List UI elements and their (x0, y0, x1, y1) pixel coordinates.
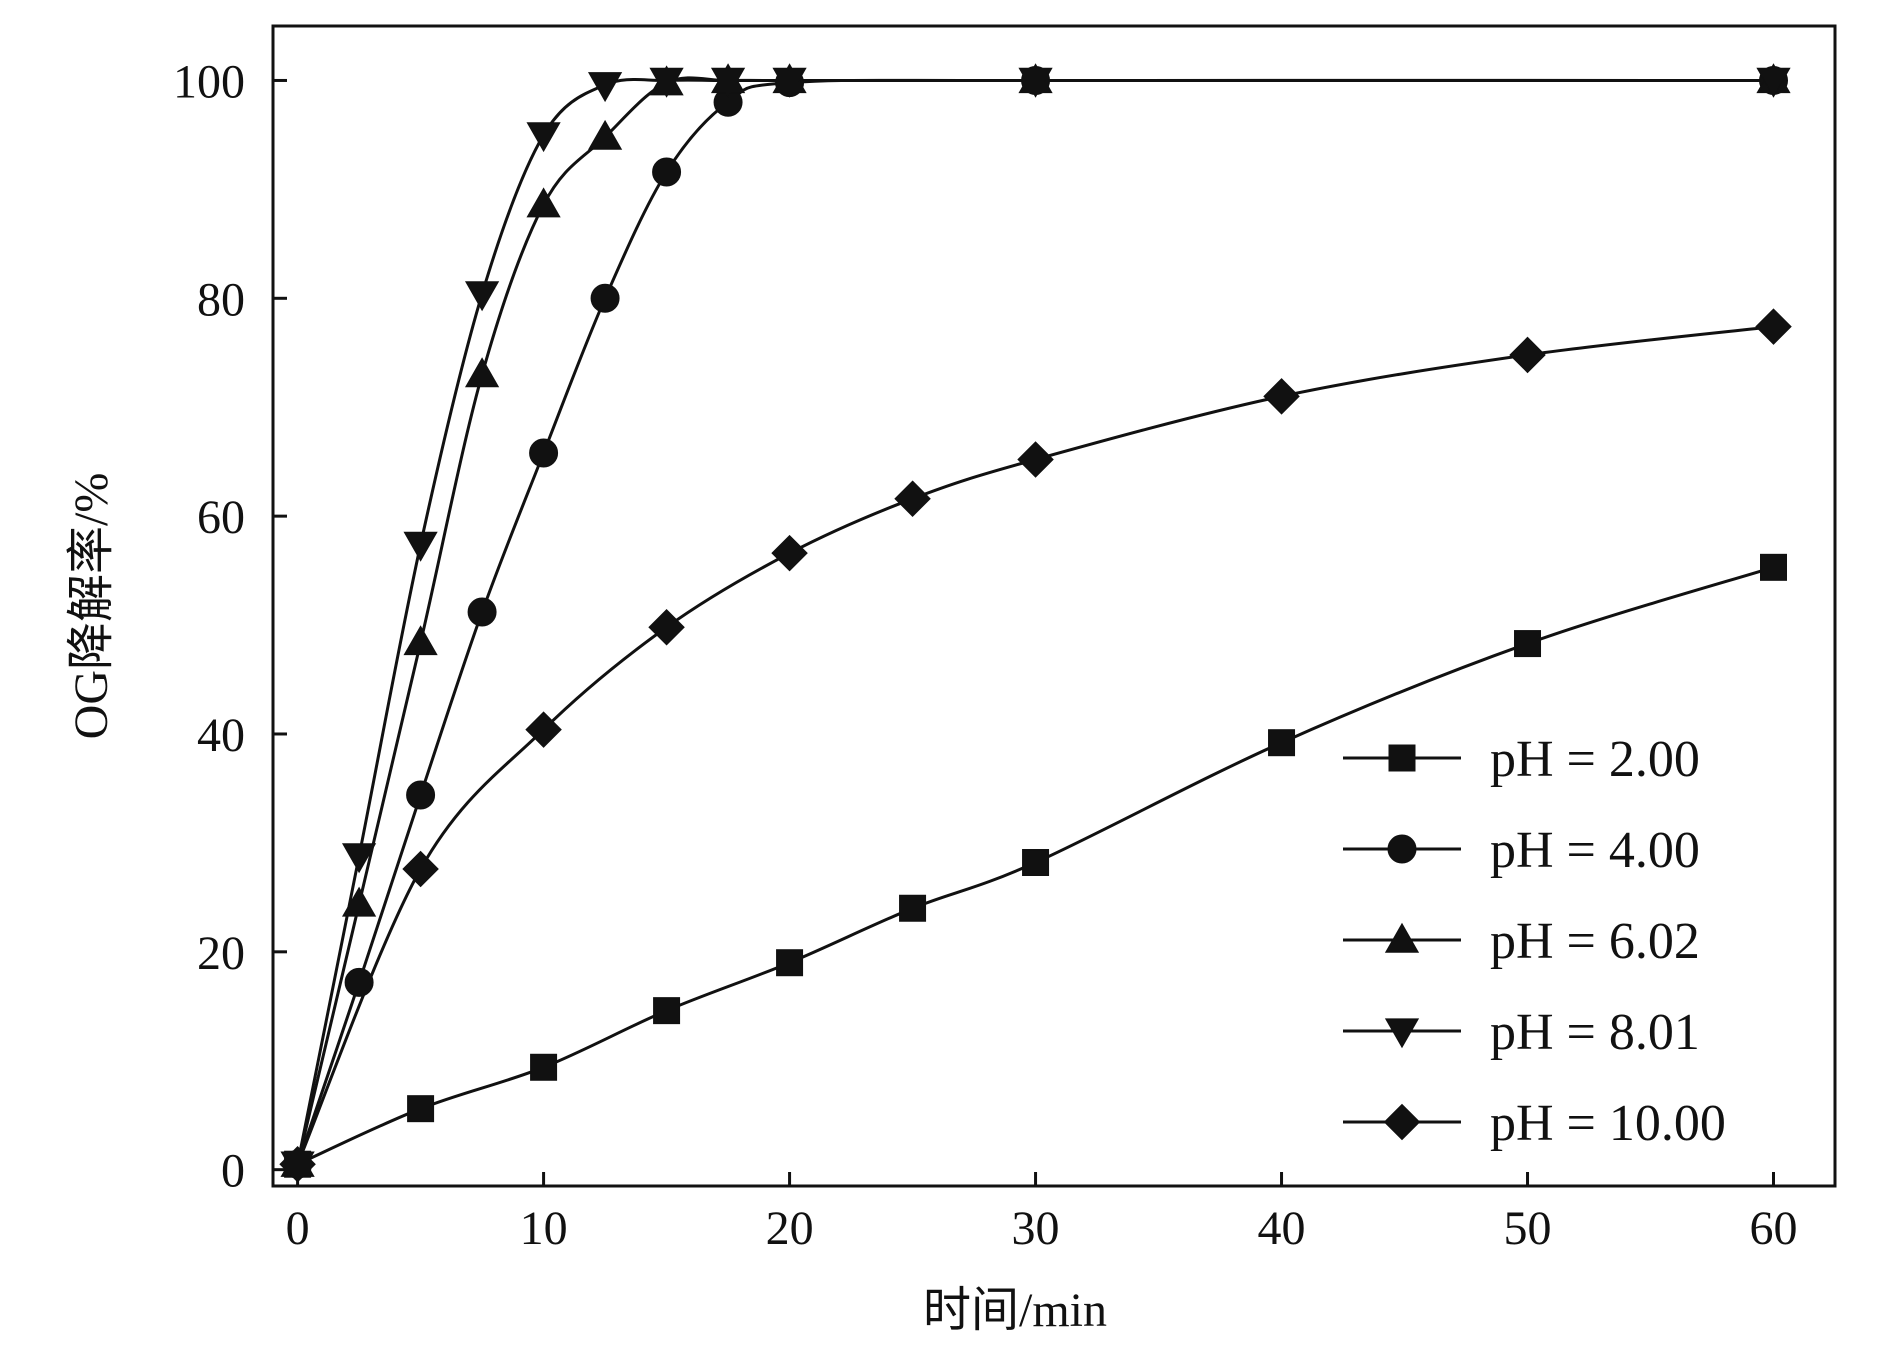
data-point-triangle-down (526, 122, 561, 153)
legend-marker-triangle-up (1384, 922, 1420, 953)
data-point-square (1514, 630, 1542, 658)
y-axis-label: OG降解率/% (65, 473, 118, 740)
data-point-circle (467, 597, 497, 627)
data-point-square (776, 949, 804, 977)
x-tick-label: 10 (520, 1202, 568, 1255)
y-axis: 0 20 40 60 80 100 (173, 55, 287, 1198)
data-point-square (653, 997, 681, 1025)
data-point-triangle-down (772, 67, 807, 98)
data-point-square (1760, 553, 1788, 581)
data-point-triangle-down (649, 67, 684, 98)
data-point-triangle-down (587, 72, 623, 103)
y-tick-label: 100 (173, 55, 245, 108)
data-point-triangle-up (526, 187, 561, 218)
plot-frame (271, 24, 1837, 1188)
data-point-diamond (1263, 378, 1300, 415)
legend-item: pH = 6.02 (1343, 913, 1700, 970)
data-point-square (407, 1095, 435, 1123)
x-axis: 0 10 20 30 40 50 60 (286, 1172, 1798, 1255)
legend-item: pH = 2.00 (1343, 731, 1700, 788)
y-tick-label: 60 (197, 491, 245, 544)
data-point-square (530, 1053, 558, 1081)
data-point-triangle-up (341, 886, 377, 917)
data-point-diamond (279, 1145, 316, 1183)
legend-item: pH = 4.00 (1343, 822, 1700, 879)
data-point-triangle-up (464, 357, 500, 388)
y-tick-label: 20 (197, 927, 245, 980)
x-tick-label: 40 (1258, 1202, 1306, 1255)
x-tick-label: 0 (286, 1202, 310, 1255)
y-tick-label: 0 (221, 1145, 245, 1198)
series-line-diamond (296, 325, 1774, 1165)
legend-label: pH = 4.00 (1490, 822, 1700, 879)
legend-marker-square (1388, 744, 1416, 772)
data-point-triangle-down (1018, 67, 1053, 98)
y-tick-label: 80 (197, 273, 245, 326)
data-point-triangle-down (710, 67, 746, 98)
data-point-diamond (1755, 308, 1792, 345)
series-line-triangle-up (296, 76, 1774, 1165)
legend-marker-triangle-down (1384, 1018, 1420, 1049)
legend-label: pH = 8.01 (1490, 1004, 1700, 1061)
legend-marker-circle (1387, 834, 1417, 864)
x-tick-label: 50 (1504, 1202, 1552, 1255)
data-point-diamond (525, 711, 562, 748)
series-markers (279, 63, 1792, 1183)
x-axis-label: 时间/min (923, 1284, 1107, 1337)
data-point-circle (652, 157, 682, 187)
data-point-triangle-down (464, 281, 500, 312)
data-point-circle (529, 438, 559, 468)
data-point-diamond (1017, 441, 1054, 478)
data-point-square (899, 894, 927, 922)
data-point-triangle-down (403, 531, 438, 562)
data-point-square (1268, 729, 1296, 757)
data-point-triangle-down (341, 843, 377, 874)
data-point-triangle-down (1756, 67, 1791, 98)
series-curves (296, 76, 1774, 1166)
series-line-circle (296, 78, 1774, 1165)
y-tick-label: 40 (197, 709, 245, 762)
data-point-circle (590, 283, 620, 313)
legend-item: pH = 10.00 (1343, 1095, 1726, 1152)
x-tick-label: 30 (1012, 1202, 1060, 1255)
series-line-triangle-down (296, 77, 1774, 1165)
data-point-diamond (894, 480, 931, 517)
data-point-circle (406, 780, 436, 810)
x-tick-label: 60 (1750, 1202, 1798, 1255)
data-point-diamond (402, 850, 439, 888)
data-point-diamond (771, 534, 808, 572)
legend-label: pH = 2.00 (1490, 731, 1700, 788)
legend: pH = 2.00 pH = 4.00 pH = 6.02 pH = 8.01 pH =… (1343, 731, 1726, 1152)
legend-marker-diamond (1383, 1103, 1421, 1141)
legend-item: pH = 8.01 (1343, 1004, 1700, 1061)
data-point-diamond (1509, 336, 1546, 374)
data-point-triangle-up (403, 625, 438, 656)
legend-label: pH = 10.00 (1490, 1095, 1726, 1152)
data-point-diamond (648, 608, 685, 646)
data-point-triangle-up (587, 119, 623, 150)
data-point-square (1022, 849, 1050, 877)
x-tick-label: 20 (766, 1202, 814, 1255)
data-point-circle (344, 967, 374, 997)
legend-label: pH = 6.02 (1490, 913, 1700, 970)
